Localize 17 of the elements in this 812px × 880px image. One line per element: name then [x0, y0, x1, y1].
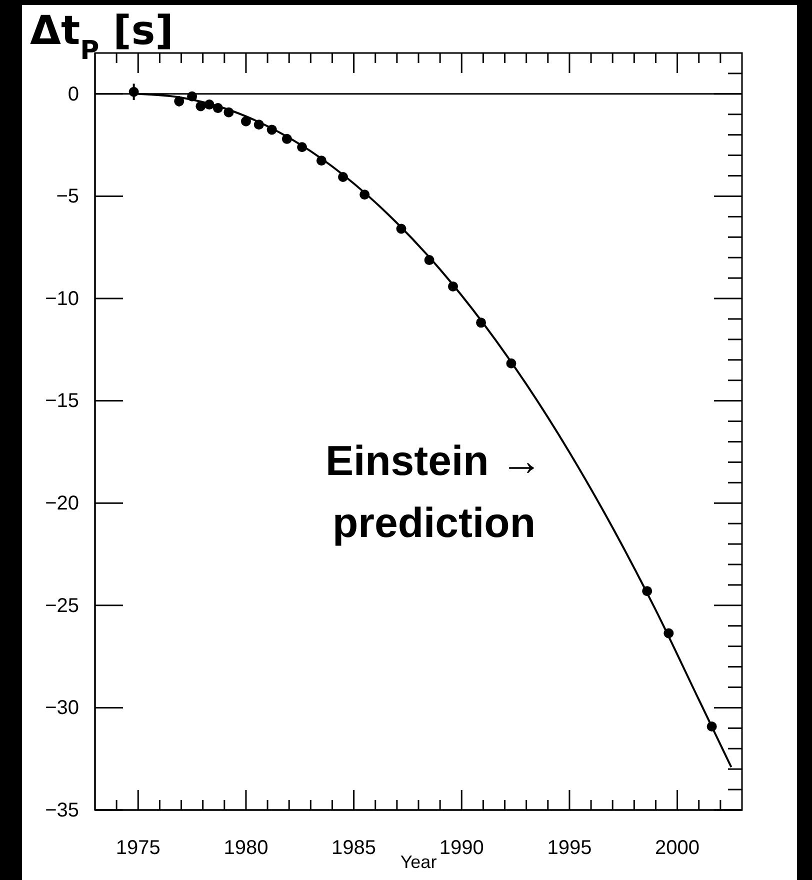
x-tick-label: 1980: [224, 837, 268, 860]
y-tick-label: −15: [45, 390, 79, 412]
y-tick-label: −20: [45, 492, 79, 515]
y-axis-title: Δt$_{P}$ [s]: [30, 8, 174, 66]
x-tick-label: 1975: [116, 837, 160, 860]
x-tick-label: 1990: [439, 837, 484, 860]
x-tick-label: 1985: [332, 837, 376, 860]
y-tick-label: 0: [68, 83, 79, 106]
y-tick-label: −30: [45, 697, 79, 720]
y-tick-label: −35: [45, 799, 79, 822]
y-tick-label: −10: [45, 288, 79, 310]
x-axis-title: Year: [400, 852, 437, 872]
annotation: Einstein → prediction: [325, 437, 543, 546]
x-tick-label: 2000: [655, 837, 700, 860]
y-tick-label: −5: [56, 186, 79, 208]
x-tick-label: 1995: [547, 837, 592, 860]
y-tick-label: −25: [45, 594, 79, 617]
